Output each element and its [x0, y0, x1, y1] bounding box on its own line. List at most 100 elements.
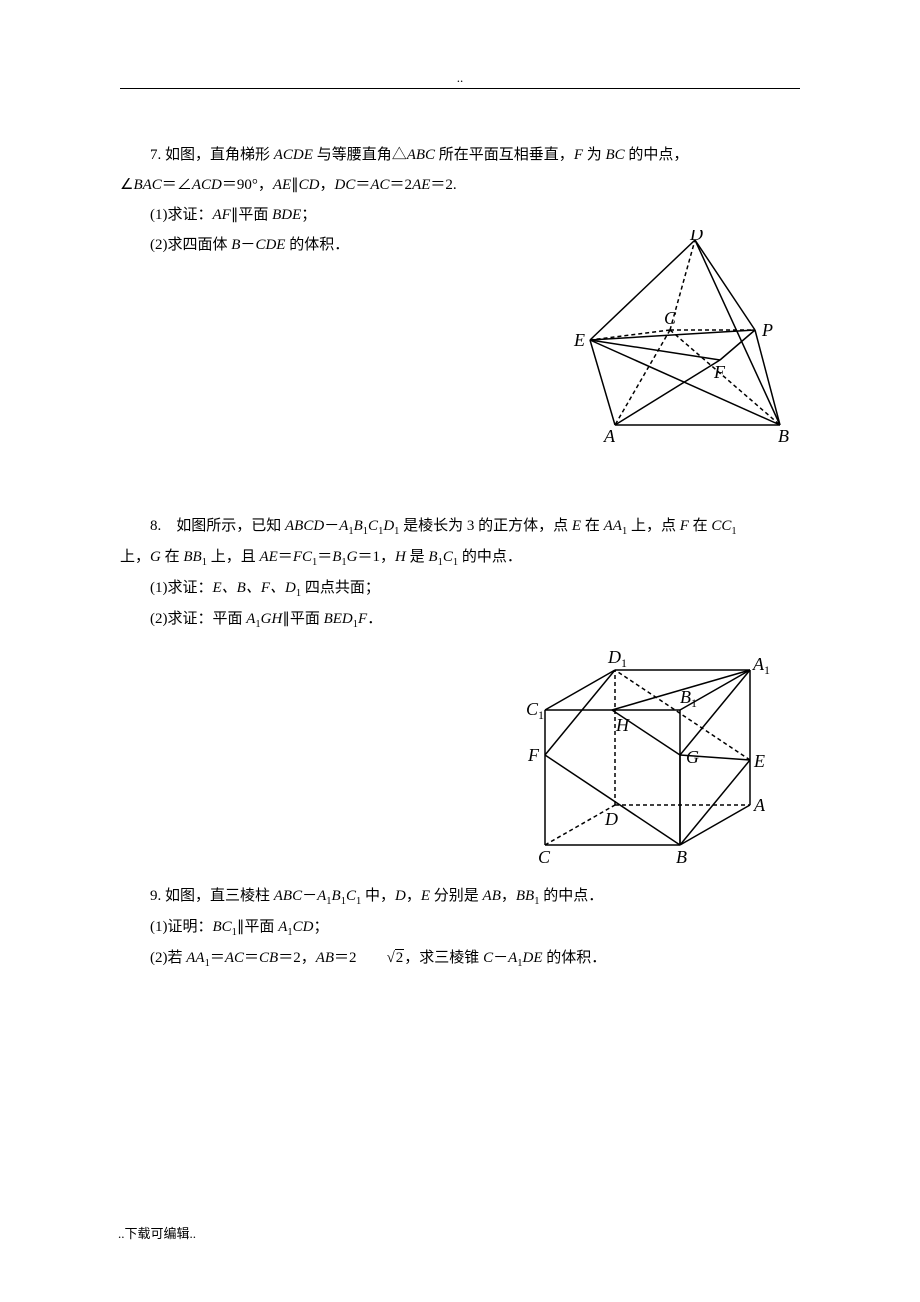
p8-line1: 8. 如图所示，已知 ABCD－A1B1C1D1 是棱长为 3 的正方体，点 E…: [120, 511, 800, 542]
sqrt: √2: [357, 943, 405, 973]
text: 上，且: [207, 549, 260, 565]
text: 在: [689, 518, 712, 534]
text: (1)证明：: [150, 919, 213, 935]
var: GH: [261, 611, 283, 627]
var: AA: [604, 518, 622, 534]
var: D: [383, 518, 394, 534]
text: 分别是: [430, 888, 483, 904]
var-af: AF: [213, 207, 231, 223]
var: C: [346, 888, 356, 904]
label-B1: B1: [680, 687, 697, 710]
text: ＝: [162, 177, 177, 193]
var: C: [483, 950, 493, 966]
var: B: [332, 888, 341, 904]
var: BC: [213, 919, 232, 935]
sub: 1: [731, 526, 736, 537]
header-rule: [120, 88, 800, 89]
var: BB: [183, 549, 201, 565]
p7-line2: ∠BAC＝∠ACD＝90°，AE∥CD，DC＝AC＝2AE＝2.: [120, 170, 800, 200]
text: ＝90°，: [222, 177, 273, 193]
var: F: [358, 611, 367, 627]
text: ＝: [210, 950, 225, 966]
var: C: [368, 518, 378, 534]
var: A: [278, 919, 287, 935]
text: ∠: [177, 177, 192, 193]
content-area: 7. 如图，直角梯形 ACDE 与等腰直角△ABC 所在平面互相垂直，F 为 B…: [120, 140, 800, 974]
var: C: [443, 549, 453, 565]
text: 是棱长为 3 的正方体，点: [399, 518, 572, 534]
var: B: [428, 549, 437, 565]
text: 上，点: [627, 518, 680, 534]
var: DE: [523, 950, 543, 966]
var: AC: [225, 950, 244, 966]
text: 四点共面；: [301, 580, 380, 596]
text: －: [493, 950, 508, 966]
text: (2)若: [150, 950, 186, 966]
text: ．: [367, 611, 382, 627]
var: ABC: [274, 888, 302, 904]
var-cde: CDE: [255, 237, 285, 253]
var-ae2: AE: [412, 177, 430, 193]
var: B: [354, 518, 363, 534]
text: －: [324, 518, 339, 534]
var: F: [680, 518, 689, 534]
var: BED: [324, 611, 353, 627]
var: G: [150, 549, 161, 565]
text: (1)求证：: [150, 207, 213, 223]
figure-p8-wrap: D1 A1 C1 B1 H F G E A D C B: [120, 635, 800, 881]
text: 上，: [120, 549, 150, 565]
text: ∠: [120, 177, 133, 193]
var: H: [395, 549, 406, 565]
var-ac: AC: [370, 177, 389, 193]
text: ；: [313, 919, 328, 935]
text: 是: [406, 549, 429, 565]
label-A1: A1: [752, 654, 770, 677]
var: CB: [259, 950, 278, 966]
p7-line1: 7. 如图，直角梯形 ACDE 与等腰直角△ABC 所在平面互相垂直，F 为 B…: [120, 140, 800, 170]
text: (2)求四面体: [150, 237, 231, 253]
footer-text: ..下载可编辑..: [118, 1223, 196, 1242]
text: ＝1，: [358, 549, 396, 565]
spacer: [120, 471, 800, 511]
var-acd: ACD: [192, 177, 222, 193]
var: A: [317, 888, 326, 904]
label-G: G: [686, 747, 699, 767]
figure-p7: D C P E F A B: [560, 230, 800, 471]
text: ∥平面: [231, 207, 272, 223]
text: ，求三棱锥: [404, 950, 483, 966]
text: 所在平面互相垂直，: [435, 147, 574, 163]
var: BB: [516, 888, 534, 904]
label-A: A: [603, 426, 616, 446]
var: A: [508, 950, 517, 966]
text: ∥: [291, 177, 299, 193]
text: 7. 如图，直角梯形: [150, 147, 274, 163]
label-H: H: [615, 715, 630, 735]
text: ＝2: [390, 177, 413, 193]
p8-q2: (2)求证：平面 A1GH∥平面 BED1F．: [120, 604, 800, 635]
label-C: C: [538, 847, 551, 867]
p9-q1: (1)证明：BC1∥平面 A1CD；: [120, 912, 800, 943]
text: 在: [581, 518, 604, 534]
page: .. 7. 如图，直角梯形 ACDE 与等腰直角△ABC 所在平面互相垂直，F …: [0, 0, 920, 1302]
var-dc: DC: [335, 177, 356, 193]
var-abc: ABC: [407, 147, 435, 163]
text: 的中点．: [539, 888, 603, 904]
label-F: F: [713, 362, 726, 382]
p7-q1: (1)求证：AF∥平面 BDE；: [120, 200, 800, 230]
text: ＝2.: [430, 177, 456, 193]
var: AB: [483, 888, 501, 904]
text: 的体积．: [543, 950, 607, 966]
p8-diagram: D1 A1 C1 B1 H F G E A D C B: [520, 635, 770, 870]
text: ＝: [244, 950, 259, 966]
header-dots: ..: [0, 70, 920, 86]
label-E: E: [573, 330, 585, 350]
text: ，: [406, 888, 421, 904]
text: 在: [161, 549, 184, 565]
var: AE: [259, 549, 277, 565]
var-f: F: [574, 147, 583, 163]
var-acde: ACDE: [274, 147, 313, 163]
var: CD: [293, 919, 314, 935]
var-ae: AE: [273, 177, 291, 193]
text: ，: [501, 888, 516, 904]
text: 9. 如图，直三棱柱: [150, 888, 274, 904]
